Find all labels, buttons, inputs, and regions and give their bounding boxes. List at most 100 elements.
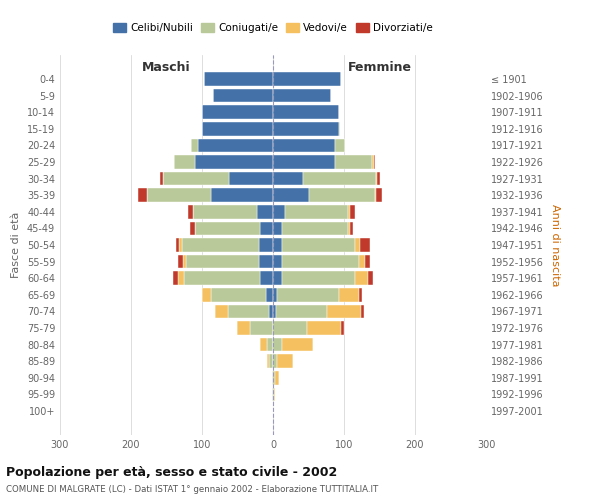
Text: Maschi: Maschi	[142, 61, 191, 74]
Bar	[365, 255, 370, 268]
Bar	[188, 205, 193, 218]
Bar	[178, 272, 184, 285]
Bar	[285, 205, 347, 218]
Bar	[335, 155, 373, 169]
Bar	[202, 288, 211, 302]
Bar	[179, 238, 182, 252]
Bar	[355, 238, 361, 252]
Bar	[184, 272, 260, 285]
Bar	[163, 172, 229, 186]
Bar	[272, 388, 273, 401]
Bar	[229, 172, 273, 186]
Bar	[183, 255, 185, 268]
Bar	[359, 255, 365, 268]
Bar	[282, 272, 355, 285]
Bar	[273, 288, 277, 302]
Bar	[190, 222, 195, 235]
Bar	[307, 321, 341, 335]
Bar	[273, 89, 331, 102]
Bar	[361, 238, 370, 252]
Bar	[202, 106, 273, 119]
Bar	[195, 155, 273, 169]
Bar	[266, 354, 269, 368]
Bar	[376, 172, 377, 186]
Bar	[273, 205, 285, 218]
Bar	[260, 338, 268, 351]
Bar	[350, 205, 355, 218]
Bar	[273, 272, 282, 285]
Bar	[215, 304, 228, 318]
Bar	[273, 172, 303, 186]
Bar	[282, 255, 359, 268]
Bar	[269, 354, 273, 368]
Bar	[359, 288, 362, 302]
Bar	[211, 288, 266, 302]
Bar	[202, 122, 273, 136]
Bar	[273, 138, 335, 152]
Bar	[273, 72, 341, 86]
Bar	[274, 388, 275, 401]
Bar	[178, 255, 183, 268]
Bar	[259, 255, 273, 268]
Text: Popolazione per età, sesso e stato civile - 2002: Popolazione per età, sesso e stato civil…	[6, 466, 337, 479]
Bar	[276, 304, 327, 318]
Bar	[273, 304, 276, 318]
Bar	[146, 188, 211, 202]
Bar	[173, 272, 178, 285]
Bar	[303, 172, 376, 186]
Bar	[308, 188, 374, 202]
Bar	[277, 288, 339, 302]
Bar	[277, 354, 293, 368]
Text: Femmine: Femmine	[347, 61, 412, 74]
Bar	[273, 338, 282, 351]
Bar	[273, 321, 307, 335]
Bar	[273, 122, 339, 136]
Bar	[368, 272, 373, 285]
Bar	[282, 338, 313, 351]
Bar	[361, 304, 364, 318]
Bar	[237, 321, 250, 335]
Bar	[327, 304, 361, 318]
Bar	[268, 338, 273, 351]
Bar	[339, 288, 359, 302]
Bar	[250, 321, 273, 335]
Bar	[273, 255, 282, 268]
Bar	[355, 272, 368, 285]
Bar	[377, 172, 380, 186]
Bar	[259, 238, 273, 252]
Bar	[376, 188, 382, 202]
Y-axis label: Anni di nascita: Anni di nascita	[550, 204, 560, 286]
Bar	[160, 172, 163, 186]
Bar	[185, 255, 259, 268]
Bar	[273, 222, 282, 235]
Bar	[273, 371, 275, 384]
Bar	[335, 138, 345, 152]
Bar	[273, 388, 274, 401]
Text: COMUNE DI MALGRATE (LC) - Dati ISTAT 1° gennaio 2002 - Elaborazione TUTTITALIA.I: COMUNE DI MALGRATE (LC) - Dati ISTAT 1° …	[6, 485, 378, 494]
Bar	[347, 205, 350, 218]
Bar	[211, 188, 273, 202]
Bar	[191, 138, 199, 152]
Legend: Celibi/Nubili, Coniugati/e, Vedovi/e, Divorziati/e: Celibi/Nubili, Coniugati/e, Vedovi/e, Di…	[109, 18, 437, 37]
Bar	[273, 238, 282, 252]
Bar	[195, 222, 260, 235]
Bar	[182, 238, 259, 252]
Bar	[228, 304, 269, 318]
Bar	[214, 89, 273, 102]
Bar	[138, 188, 146, 202]
Bar	[374, 155, 375, 169]
Bar	[282, 238, 355, 252]
Bar	[266, 288, 273, 302]
Bar	[272, 371, 273, 384]
Bar	[176, 238, 179, 252]
Bar	[260, 222, 273, 235]
Bar	[374, 188, 376, 202]
Bar	[339, 122, 340, 136]
Bar	[260, 272, 273, 285]
Bar	[275, 371, 278, 384]
Bar	[273, 106, 339, 119]
Bar	[273, 155, 335, 169]
Bar	[273, 188, 308, 202]
Bar	[373, 155, 374, 169]
Bar	[173, 155, 195, 169]
